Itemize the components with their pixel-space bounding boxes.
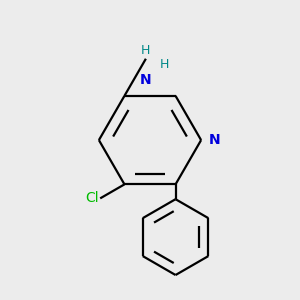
- Text: H: H: [141, 44, 151, 57]
- Text: N: N: [140, 57, 152, 87]
- Text: Cl: Cl: [85, 191, 98, 206]
- Text: N: N: [208, 133, 220, 147]
- Text: H: H: [160, 58, 169, 71]
